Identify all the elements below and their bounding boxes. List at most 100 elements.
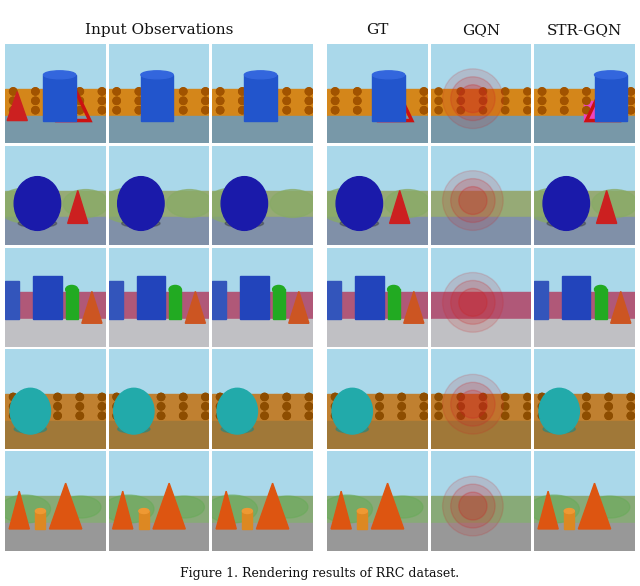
Circle shape: [10, 393, 17, 401]
Circle shape: [135, 412, 143, 420]
Bar: [212, 319, 313, 347]
Circle shape: [283, 393, 291, 401]
Circle shape: [135, 107, 143, 114]
Circle shape: [420, 88, 428, 95]
Bar: [212, 394, 313, 421]
Circle shape: [135, 403, 143, 410]
Circle shape: [376, 393, 383, 401]
Circle shape: [216, 107, 224, 114]
Bar: [534, 281, 548, 319]
Bar: [212, 451, 313, 496]
Circle shape: [420, 403, 428, 410]
Circle shape: [627, 393, 634, 401]
Ellipse shape: [101, 188, 157, 223]
Circle shape: [605, 393, 612, 401]
Circle shape: [502, 393, 509, 401]
Circle shape: [605, 412, 612, 420]
Circle shape: [435, 403, 442, 410]
Circle shape: [443, 476, 503, 536]
Bar: [5, 190, 106, 217]
Circle shape: [76, 97, 83, 104]
Ellipse shape: [319, 188, 375, 223]
Circle shape: [32, 412, 39, 420]
Bar: [212, 146, 313, 190]
Circle shape: [54, 403, 61, 410]
Ellipse shape: [273, 285, 285, 294]
Circle shape: [583, 107, 590, 114]
Circle shape: [376, 97, 383, 104]
Circle shape: [605, 393, 612, 401]
Ellipse shape: [66, 285, 78, 294]
Ellipse shape: [244, 71, 276, 79]
Ellipse shape: [527, 188, 582, 223]
Circle shape: [605, 97, 612, 104]
Bar: [109, 190, 209, 217]
Circle shape: [10, 107, 17, 114]
Circle shape: [216, 393, 224, 401]
Bar: [327, 248, 428, 292]
Circle shape: [420, 88, 428, 95]
Circle shape: [354, 403, 361, 410]
Circle shape: [239, 97, 246, 104]
Circle shape: [283, 97, 291, 104]
Circle shape: [459, 186, 487, 214]
Circle shape: [376, 403, 383, 410]
Bar: [327, 421, 428, 449]
Bar: [431, 496, 531, 523]
Bar: [109, 394, 209, 421]
Bar: [431, 292, 531, 319]
Circle shape: [180, 97, 187, 104]
Ellipse shape: [14, 425, 47, 433]
Bar: [109, 44, 209, 88]
Bar: [273, 289, 285, 319]
Circle shape: [398, 403, 405, 410]
Circle shape: [605, 107, 612, 114]
Circle shape: [32, 107, 39, 114]
Bar: [5, 115, 106, 144]
Circle shape: [283, 412, 291, 420]
Circle shape: [583, 88, 590, 95]
Bar: [212, 496, 313, 523]
Circle shape: [135, 393, 143, 401]
Bar: [327, 281, 341, 319]
Bar: [431, 146, 531, 190]
Ellipse shape: [595, 71, 627, 79]
Circle shape: [283, 403, 291, 410]
Circle shape: [376, 403, 383, 410]
Circle shape: [420, 412, 428, 420]
Bar: [327, 319, 428, 347]
Ellipse shape: [225, 219, 264, 227]
Circle shape: [502, 403, 509, 410]
Circle shape: [157, 412, 164, 420]
Circle shape: [76, 403, 83, 410]
Circle shape: [538, 393, 546, 401]
Circle shape: [332, 393, 339, 401]
Circle shape: [627, 412, 634, 420]
Circle shape: [180, 412, 187, 420]
Circle shape: [354, 97, 361, 104]
Circle shape: [113, 107, 120, 114]
Circle shape: [239, 107, 246, 114]
Circle shape: [157, 403, 164, 410]
Circle shape: [479, 403, 486, 410]
Circle shape: [538, 97, 546, 104]
Circle shape: [216, 393, 224, 401]
Circle shape: [76, 412, 83, 420]
Circle shape: [561, 88, 568, 95]
Circle shape: [135, 403, 143, 410]
Ellipse shape: [592, 190, 637, 217]
Circle shape: [157, 97, 164, 104]
Circle shape: [202, 97, 209, 104]
Circle shape: [627, 97, 634, 104]
Circle shape: [538, 393, 546, 401]
Circle shape: [561, 393, 568, 401]
Circle shape: [216, 403, 224, 410]
Circle shape: [113, 412, 120, 420]
Circle shape: [261, 403, 268, 410]
Circle shape: [216, 88, 224, 95]
Circle shape: [54, 107, 61, 114]
Circle shape: [398, 403, 405, 410]
Ellipse shape: [114, 389, 154, 434]
Bar: [357, 511, 367, 529]
Circle shape: [305, 403, 312, 410]
